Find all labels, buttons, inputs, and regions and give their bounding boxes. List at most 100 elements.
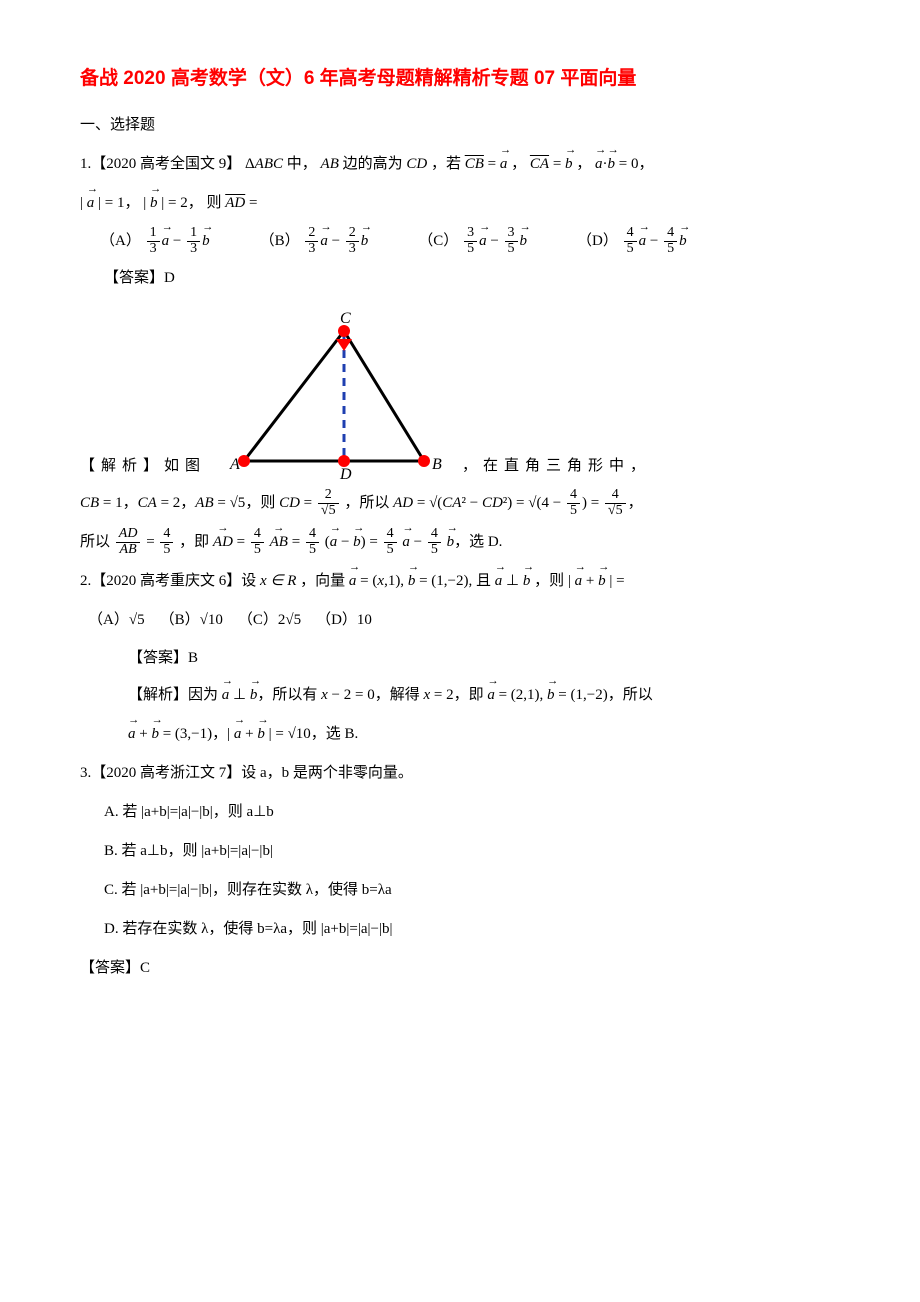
p1-eq1: = (484, 156, 500, 172)
p1-sol-l1: CB = 1，CA = 2，AB = √5，则 CD = 2√5 ，所以 AD … (80, 487, 840, 520)
p1-t3: ，若 (431, 156, 461, 172)
p1-od-a: a (639, 226, 647, 256)
p2-sol-b: a + b = (3,−1)，| a + b | = √10，选 B. (128, 718, 840, 751)
p1-vb2: b (608, 148, 616, 181)
p1-ob-n1: 2 (305, 226, 318, 242)
p1-opt-b: （B） 23a − 23b (260, 226, 369, 257)
p1-od-l: （D） (577, 233, 618, 249)
p2-ob: （B）√10 (160, 612, 223, 628)
problem-1-options: （A） 13a − 13b （B） 23a − 23b （C） 35a − 35… (100, 226, 840, 257)
p2-oc: （C）2√5 (238, 612, 301, 628)
p1-sol-l2: 所以 ADAB = 45 ，即 AD = 45 AB = 45 (a − b) … (80, 526, 840, 559)
s2f4n: 4 (306, 527, 319, 543)
p1-t2: 边的高为 (343, 156, 403, 172)
p1-oa-d1: 3 (147, 242, 160, 257)
p3-opt-c: C. 若 |a+b|=|a|−|b|，则存在实数 λ，使得 b=λa (104, 874, 840, 907)
p1-abc: ABC (255, 156, 283, 172)
p1-oa-a: a (162, 226, 170, 256)
p1-then: 则 (206, 195, 221, 211)
s1n3: 4 (605, 488, 626, 504)
p2-mid1: ，向量 (300, 573, 349, 589)
p1-ob-d2: 3 (346, 242, 359, 257)
p1-oa-d2: 3 (187, 242, 200, 257)
p1-opt-a: （A） 13a − 13b (100, 226, 210, 257)
p1-oa-b: b (202, 226, 210, 256)
s2a: 所以 (80, 534, 110, 550)
problem-3-stem: 3.【2020 高考浙江文 7】设 a，b 是两个非零向量。 (80, 757, 840, 790)
node-a (238, 455, 250, 467)
p1-cd: CD (406, 156, 427, 172)
label-a: A (229, 456, 240, 473)
p1-answer: 【答案】D (104, 263, 840, 293)
p1-delta: Δ (245, 156, 255, 172)
s2f4d: 5 (306, 543, 319, 558)
p1-oa-l: （A） (100, 233, 141, 249)
p2-sol-a: 【解析】因为 a ⊥ b，所以有 x − 2 = 0，解得 x = 2，即 a … (128, 679, 840, 712)
s2f6n: 4 (428, 527, 441, 543)
s2f6d: 5 (428, 543, 441, 558)
node-b (418, 455, 430, 467)
problem-1-stem: 1.【2020 高考全国文 9】 ΔABC 中， AB 边的高为 CD ，若 C… (80, 148, 840, 181)
p1-ab: AB (321, 156, 339, 172)
s2f3n: 4 (251, 527, 264, 543)
p1-oc-a: a (479, 226, 487, 256)
p1-ad: AD (225, 195, 245, 211)
label-c: C (340, 311, 351, 327)
s1n: 2 (318, 488, 339, 504)
section-header: 一、选择题 (80, 110, 840, 140)
p1-analysis-row: 【解析】如图 A B C D ，在直角三角形中， (80, 311, 840, 481)
p1-c1: ， (511, 156, 526, 172)
p1-od-b: b (679, 226, 687, 256)
p1-vb3: b (150, 187, 158, 220)
label-b: B (432, 456, 442, 473)
problem-2-options: （A）√5 （B）√10 （C）2√5 （D）10 (88, 604, 840, 637)
p1-va2: a (595, 148, 603, 181)
s2f5n: 4 (384, 527, 397, 543)
s2f1d: AB (116, 543, 141, 558)
p2-answer: 【答案】B (128, 643, 840, 673)
triangle-figure: A B C D (214, 311, 454, 481)
label-d: D (339, 466, 352, 481)
p1-ob-a: a (320, 226, 328, 256)
p1-od-d2: 5 (664, 242, 677, 257)
s2f2d: 5 (160, 543, 173, 558)
p1-veca: a (500, 148, 508, 181)
p1-eq2: = (549, 156, 565, 172)
altitude-arrow (336, 339, 352, 351)
p1-source: 1.【2020 高考全国文 9】 (80, 156, 241, 172)
p1-analysis-tail: ，在直角三角形中， (462, 451, 651, 481)
p1-t1: 中， (287, 156, 317, 172)
p3-opt-d: D. 若存在实数 λ，使得 b=λa，则 |a+b|=|a|−|b| (104, 913, 840, 946)
p1-oc-n2: 3 (505, 226, 518, 242)
page-title: 备战 2020 高考数学（文）6 年高考母题精解精析专题 07 平面向量 (80, 60, 840, 98)
p2-oa: （A）√5 (88, 612, 145, 628)
p1-od-d1: 5 (624, 242, 637, 257)
p1-ca: CA (530, 156, 549, 172)
s2f1n: AD (116, 527, 141, 543)
p1-ob-d1: 3 (305, 242, 318, 257)
s1d3: √5 (605, 504, 626, 519)
p1-vecb: b (565, 148, 573, 181)
s2f3d: 5 (251, 543, 264, 558)
p1-od-n2: 4 (664, 226, 677, 242)
p1-va3: a (87, 187, 95, 220)
p1-c2: ， (576, 156, 591, 172)
p1-od-n1: 4 (624, 226, 637, 242)
s1d2: 5 (567, 504, 580, 519)
s2f5d: 5 (384, 543, 397, 558)
s2f2n: 4 (160, 527, 173, 543)
p1-eqend: = (249, 195, 257, 211)
p2-source: 2.【2020 高考重庆文 6】设 (80, 573, 260, 589)
p2-od: （D）10 (316, 612, 372, 628)
triangle-outline (244, 331, 424, 461)
p1-oa-n2: 1 (187, 226, 200, 242)
p3-answer: 【答案】C (80, 952, 840, 985)
p1-cb: CB (465, 156, 484, 172)
p1-ob-n2: 2 (346, 226, 359, 242)
p1-ob-b: b (361, 226, 369, 256)
p1-opt-d: （D） 45a − 45b (577, 226, 687, 257)
p1-oc-n1: 3 (464, 226, 477, 242)
p1-ob-l: （B） (260, 233, 300, 249)
p1-oc-d1: 5 (464, 242, 477, 257)
p3-opt-a: A. 若 |a+b|=|a|−|b|，则 a⊥b (104, 796, 840, 829)
